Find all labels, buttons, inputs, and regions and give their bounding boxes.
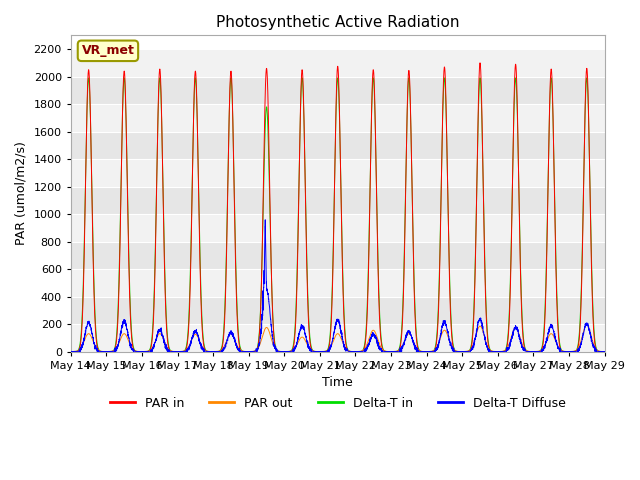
X-axis label: Time: Time: [323, 376, 353, 389]
Bar: [71, 297, 605, 324]
Title: Photosynthetic Active Radiation: Photosynthetic Active Radiation: [216, 15, 460, 30]
Bar: [71, 324, 605, 351]
Bar: [71, 269, 605, 297]
Bar: [71, 104, 605, 132]
Bar: [71, 187, 605, 214]
Text: VR_met: VR_met: [81, 44, 134, 57]
Bar: [71, 49, 605, 77]
Y-axis label: PAR (umol/m2/s): PAR (umol/m2/s): [15, 142, 28, 245]
Bar: [71, 132, 605, 159]
Bar: [71, 159, 605, 187]
Bar: [71, 241, 605, 269]
Legend: PAR in, PAR out, Delta-T in, Delta-T Diffuse: PAR in, PAR out, Delta-T in, Delta-T Dif…: [105, 392, 570, 415]
Bar: [71, 77, 605, 104]
Bar: [71, 214, 605, 241]
